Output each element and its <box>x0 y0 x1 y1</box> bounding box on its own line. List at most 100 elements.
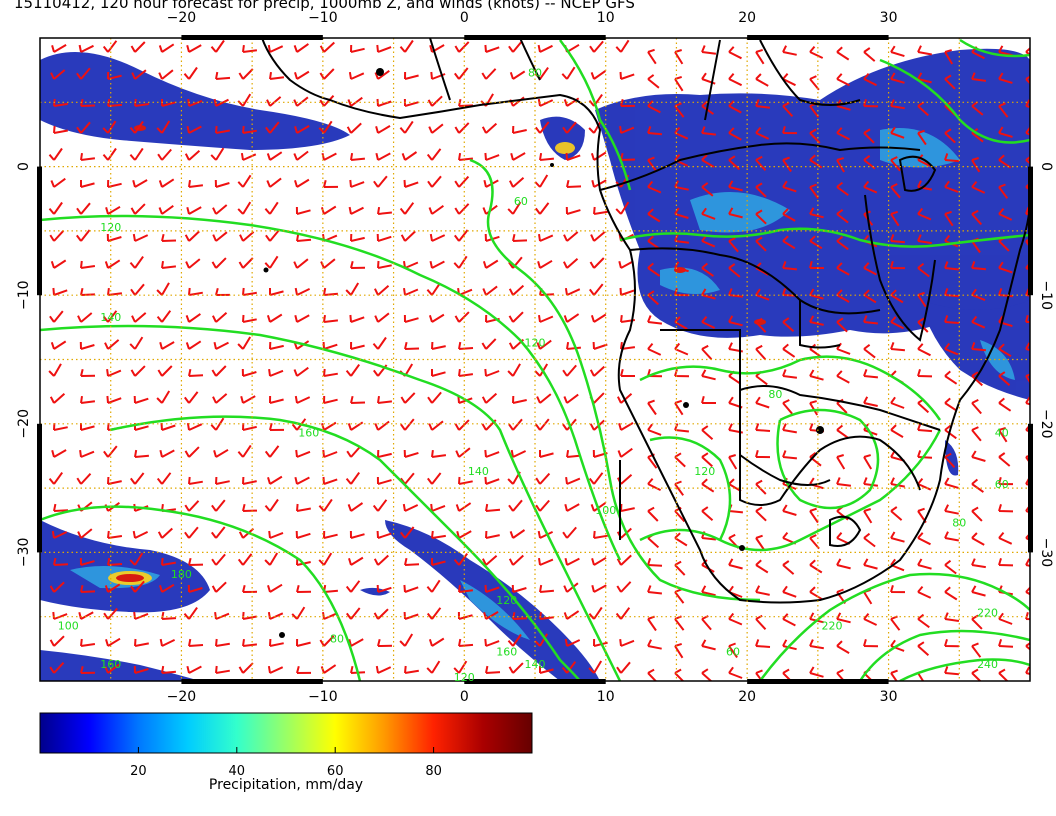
wind-barb <box>428 637 445 647</box>
wind-barb <box>836 262 850 276</box>
wind-barb <box>80 260 96 269</box>
wind-barb <box>102 40 118 53</box>
wind-barb <box>215 71 231 80</box>
wind-barb <box>268 368 284 377</box>
wind-barb <box>404 665 419 674</box>
wind-barb <box>427 95 443 107</box>
wind-barb <box>188 287 203 296</box>
wind-barb <box>130 472 145 485</box>
wind-barb <box>293 96 309 107</box>
wind-barb <box>971 614 983 630</box>
wind-barb <box>836 454 846 470</box>
wind-barb <box>453 660 468 674</box>
wind-barb <box>563 393 579 404</box>
wind-barb <box>755 559 769 574</box>
contour-label: 160 <box>100 658 121 671</box>
wind-barb <box>431 369 446 377</box>
wind-barb <box>564 638 581 647</box>
wind-barb <box>481 338 497 350</box>
wind-barb <box>215 665 230 674</box>
wind-barb <box>106 233 122 242</box>
wind-barb <box>782 156 792 173</box>
wind-barb <box>49 581 65 593</box>
wind-barb <box>184 526 199 539</box>
wind-barb <box>346 122 362 134</box>
wind-barb <box>566 449 582 458</box>
wind-barb <box>265 121 280 134</box>
wind-barb <box>213 341 229 350</box>
wind-barb <box>755 155 767 171</box>
wind-barb <box>619 125 635 134</box>
wind-barb <box>103 445 118 458</box>
wind-barb <box>485 503 501 512</box>
wind-barb <box>863 639 879 648</box>
wind-barb <box>76 121 91 134</box>
wind-barb <box>755 534 765 551</box>
wind-barb <box>79 449 95 458</box>
wind-barb <box>809 639 824 650</box>
wind-barb <box>321 152 337 161</box>
wind-barb <box>186 125 202 134</box>
wind-barb <box>156 120 171 134</box>
wind-barb <box>863 344 876 359</box>
wind-barb <box>375 152 391 161</box>
wind-barb <box>509 177 525 188</box>
wind-barb <box>185 258 201 269</box>
wind-barb <box>701 316 716 329</box>
wind-barb <box>944 315 960 324</box>
wind-barb <box>701 585 716 597</box>
wind-barb <box>403 449 419 458</box>
wind-barb <box>267 583 283 593</box>
wind-barb <box>403 611 419 620</box>
wind-barb <box>674 452 686 468</box>
wind-barb <box>295 530 311 539</box>
wind-barb <box>537 44 553 53</box>
wind-barb <box>565 152 581 161</box>
wind-barb <box>944 612 960 622</box>
wind-barb <box>345 580 361 593</box>
wind-barb <box>890 585 906 594</box>
wind-barb <box>944 531 959 542</box>
lon-tick-label-top: −10 <box>308 10 338 26</box>
wind-barb <box>1025 155 1030 165</box>
wind-barb <box>728 315 743 327</box>
wind-barb <box>187 584 203 593</box>
wind-barb <box>593 206 608 215</box>
wind-barb <box>210 417 225 431</box>
wind-barb <box>1025 342 1030 352</box>
wind-barb <box>701 506 714 522</box>
wind-barb <box>863 613 878 626</box>
wind-barb <box>782 369 798 379</box>
wind-barb <box>809 666 824 678</box>
wind-barb <box>349 314 365 323</box>
wind-barb <box>728 558 743 570</box>
wind-barb <box>49 230 65 242</box>
contour-label: 140 <box>525 658 546 671</box>
wind-barb <box>539 450 554 458</box>
wind-barb <box>590 231 606 242</box>
wind-barb <box>454 67 469 80</box>
contour-label: 140 <box>468 465 489 478</box>
wind-barb <box>372 336 387 350</box>
contour-label: 40 <box>995 427 1009 440</box>
wind-barb <box>399 202 415 215</box>
wind-barb <box>429 260 445 269</box>
contour-label: 100 <box>58 620 79 633</box>
wind-barb <box>562 121 577 134</box>
wind-barb <box>323 530 338 539</box>
lat-tick-label-left: −20 <box>16 409 32 439</box>
wind-barb <box>159 583 175 593</box>
wind-barb <box>590 502 606 512</box>
contour-label: 120 <box>525 337 546 350</box>
wind-barb <box>917 262 930 278</box>
wind-barb <box>53 125 68 134</box>
wind-barb <box>374 420 390 431</box>
wind-barb <box>242 611 257 620</box>
wind-barb <box>971 506 983 522</box>
wind-barb <box>890 424 904 438</box>
wind-barb <box>50 259 67 269</box>
wind-barb <box>426 148 442 161</box>
wind-barb <box>647 342 662 356</box>
contour-label: 120 <box>454 671 475 684</box>
wind-barb <box>647 399 657 416</box>
